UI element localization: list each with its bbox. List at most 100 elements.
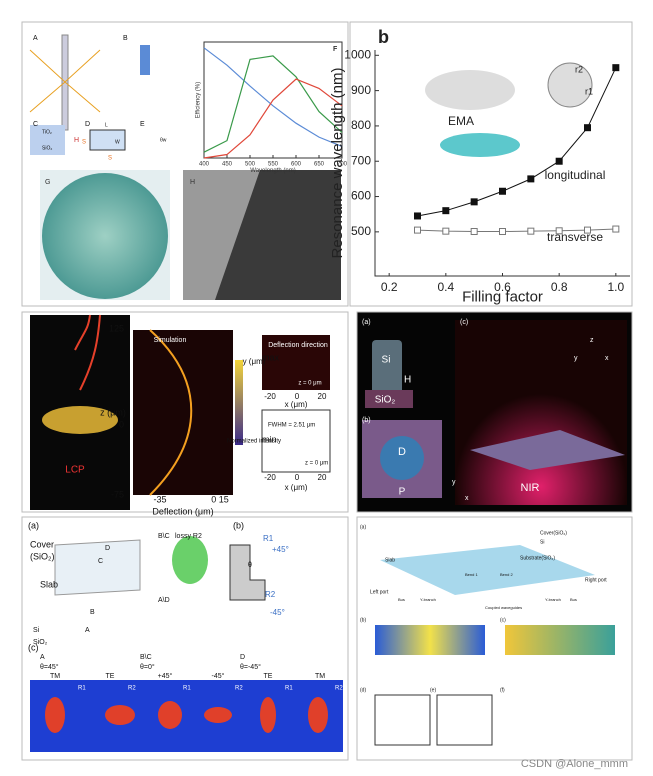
figure-text: H [404,375,411,386]
figure-text: x (μm) [285,400,308,409]
figure-text: C [98,558,103,565]
y-tick-label: 700 [351,153,371,167]
figure-text: -20 [264,473,276,482]
series-line [203,55,343,153]
figure-text: D [85,121,90,128]
figure-text: 0 [295,392,300,401]
marker [442,227,450,235]
figure-text: Coupled waveguides [485,605,522,610]
figure-text: A [33,35,38,42]
ema-shape [440,133,520,157]
x-tick-label: 550 [268,162,279,168]
figure-text: (SiO₂) [30,551,55,561]
figure-text: G [45,179,50,186]
figure-text: A\D [158,597,170,604]
marker [527,175,535,183]
marker [584,124,591,132]
x-tick-label: 700 [337,162,348,168]
x-tick-label: 400 [199,162,210,168]
figure-text: Right port [585,577,607,583]
figure-text: 125 [109,323,124,333]
figure-text: Y-branch [420,597,436,602]
figure-text: W [115,139,120,145]
figure-text: θ=0° [140,663,155,671]
x-tick-label: 650 [314,162,325,168]
marker [612,64,620,72]
figure-text: D [105,545,110,552]
figure-text: y [574,355,578,362]
figure-text: H [74,137,79,144]
figure-text: x (μm) [285,483,308,492]
figure-text: x [605,355,609,362]
figure-text: z [590,337,594,344]
figure-text: D [240,654,245,661]
figure-text: +45° [158,672,173,680]
figure-text: -20 [264,392,276,401]
x-tick-label: 0.2 [381,280,398,294]
series-line [203,47,343,147]
y-axis-label: Resonance wavelength (nm) [329,68,346,259]
y-tick-label: 600 [351,189,371,203]
figure-text: -75 [111,489,124,499]
figure-text: B\C [158,533,170,540]
figure-text: Slab [385,557,395,563]
figure-text: E [140,121,145,128]
x-tick-label: 450 [222,162,233,168]
figure-text: H [190,179,195,186]
watermark: CSDN @Alone_mmm [521,758,628,770]
marker [470,228,478,236]
panel-label: b [378,27,389,47]
figure-text: y (μm) [243,357,266,366]
figure-text: B\C [140,654,152,661]
figure-text: R2 [335,686,343,692]
figure-text: lossy R2 [175,533,202,540]
figure-text: TiO₂ [42,129,52,135]
figure-text: TE [264,673,273,680]
figure-text: C [33,121,38,128]
figure-text: y [452,479,456,486]
figure-text: (c) [28,642,39,652]
figure-text: TE [106,673,115,680]
figure-text: (a) [362,319,371,326]
x-tick-label: 500 [245,162,256,168]
marker [527,227,535,235]
figure-text: P [399,487,406,498]
figure-text: A [85,627,90,634]
figure-text: S [82,140,86,146]
figure-text: Deflection (μm) [152,506,213,516]
axis [374,50,630,277]
x-tick-label: 600 [291,162,302,168]
figure-text: Si [540,539,544,545]
figure-text: 0 15 [211,494,229,504]
figure-text: Bend 1 [465,572,478,577]
marker [414,212,421,220]
figure-text: (c) [500,617,506,623]
marker [499,228,506,236]
figure-text: Cover [30,539,54,549]
figure-text: R2 [235,686,243,692]
annotation: r2 [575,64,583,74]
marker [584,226,591,234]
figure-text: (b) [362,417,371,424]
figure-text: 20 [318,392,327,401]
figure-text: Left port [370,589,389,595]
figure-text: FWHM = 2.51 μm [268,423,315,429]
series-label: longitudinal [545,168,606,182]
figure-text: Si [382,355,391,366]
figure-text: (e) [430,687,436,693]
figure-text: D [398,446,406,458]
figure-text: min [262,434,277,444]
x-tick-label: 0.4 [437,280,454,294]
marker [555,157,563,165]
x-axis-label: Filling factor [462,289,543,306]
figure-text: L [105,122,108,128]
x-tick-label: 0.6 [494,280,511,294]
y-tick-label: 1000 [344,47,371,61]
series-line [417,228,616,233]
figure-text: +45° [272,545,289,554]
figure-text: Slab [40,579,58,589]
figure-text: Bus [398,597,405,602]
figure-text: R2 [265,590,276,599]
figure-text: A [40,654,45,661]
figure-text: Si [33,627,40,634]
